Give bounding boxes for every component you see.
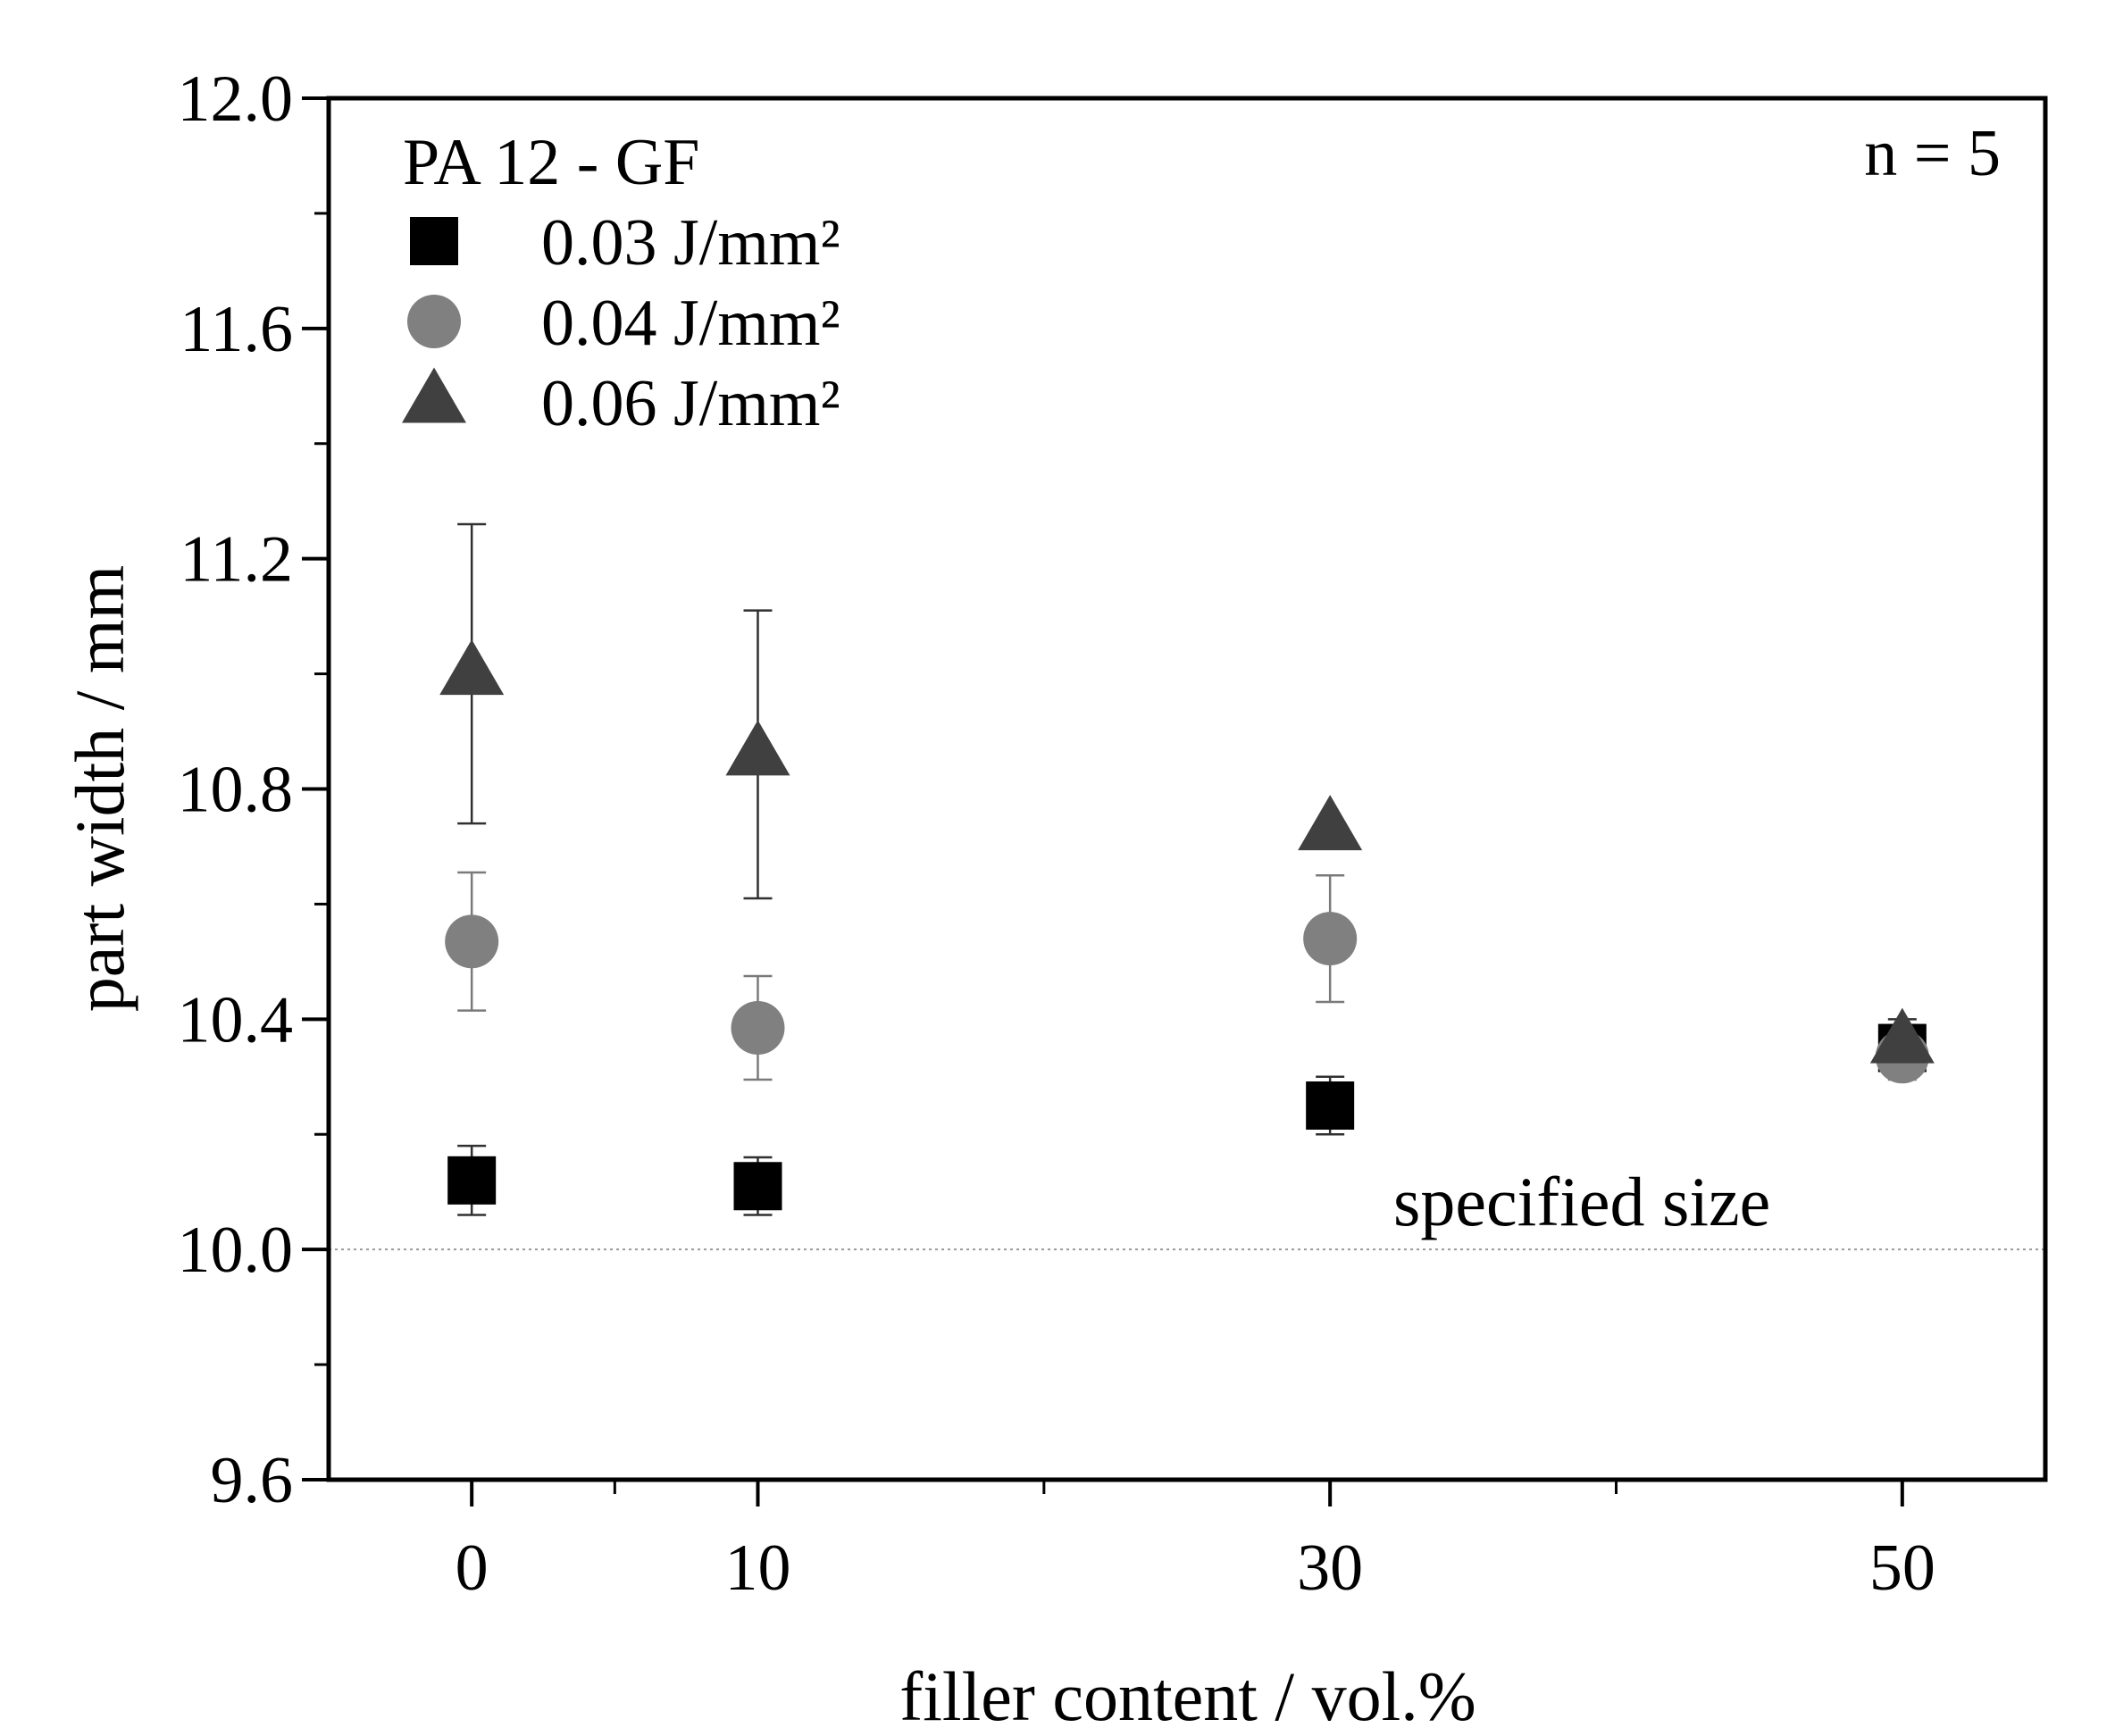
x-tick-label: 30 [1297,1532,1363,1605]
legend-marker-triangle [402,367,466,423]
legend-label: 0.03 J/mm² [541,206,840,280]
y-tick-label: 10.8 [178,754,294,827]
data-point-triangle [725,720,790,776]
y-tick-label: 11.2 [180,523,293,597]
data-point-triangle [439,639,505,696]
data-point-circle [1303,912,1358,966]
legend-marker-square [410,217,458,265]
specified-size-label: specified size [1393,1163,1770,1240]
x-tick-label: 0 [456,1532,489,1605]
data-layer [439,522,1935,1216]
ticks-layer: 9.6 10.0 10.4 10.8 11.2 11.6 12.0 0 10 30 50 [178,63,1935,1605]
data-point-square [733,1162,782,1211]
data-point-triangle [1869,1007,1935,1064]
y-tick-label: 10.0 [178,1214,294,1287]
data-point-circle [445,914,499,969]
data-point-square [447,1156,497,1205]
y-tick-label: 12.0 [178,63,294,136]
data-point-circle [731,1001,785,1056]
data-point-square [1306,1081,1355,1131]
x-tick-label: 50 [1869,1532,1935,1605]
y-tick-label: 11.6 [180,293,293,366]
sample-count-annotation: n = 5 [1864,117,2001,190]
series-points-2 [439,639,1935,1064]
legend-label: 0.04 J/mm² [541,287,840,360]
x-axis-label: filler content / vol.% [899,1657,1475,1735]
y-tick-label: 10.4 [178,983,294,1056]
legend-marker-circle [407,295,461,348]
y-tick-label: 9.6 [211,1444,294,1517]
legend-label: 0.06 J/mm² [541,367,840,440]
y-axis-label: part width / mm [61,565,138,1012]
x-tick-label: 10 [725,1532,791,1605]
data-point-triangle [1298,795,1363,851]
plot-frame [326,96,2048,1482]
legend-title: PA 12 - GF [403,126,699,199]
text-layer: filler content / vol.% part width / mm P… [61,117,2001,1735]
